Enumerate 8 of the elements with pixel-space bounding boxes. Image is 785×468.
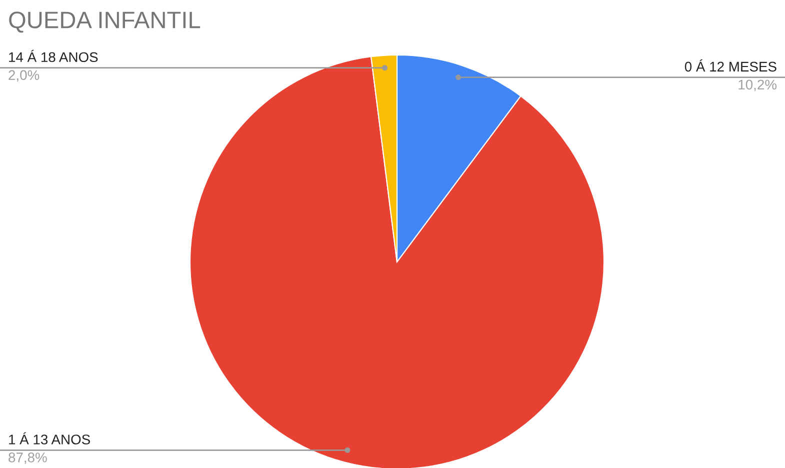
- data-label: 87,8%: [8, 452, 47, 464]
- chart-title: QUEDA INFANTIL: [9, 12, 200, 33]
- data-label: 10,2%: [738, 80, 777, 92]
- slice-label: 1 Á 13 ANOS: [9, 432, 90, 444]
- slice-label: 0 Á 12 MESES: [684, 59, 776, 72]
- data-label: 2,0%: [8, 70, 40, 82]
- slice-label: 14 Á 18 ANOS: [9, 50, 98, 62]
- pie-slice: [189, 56, 605, 468]
